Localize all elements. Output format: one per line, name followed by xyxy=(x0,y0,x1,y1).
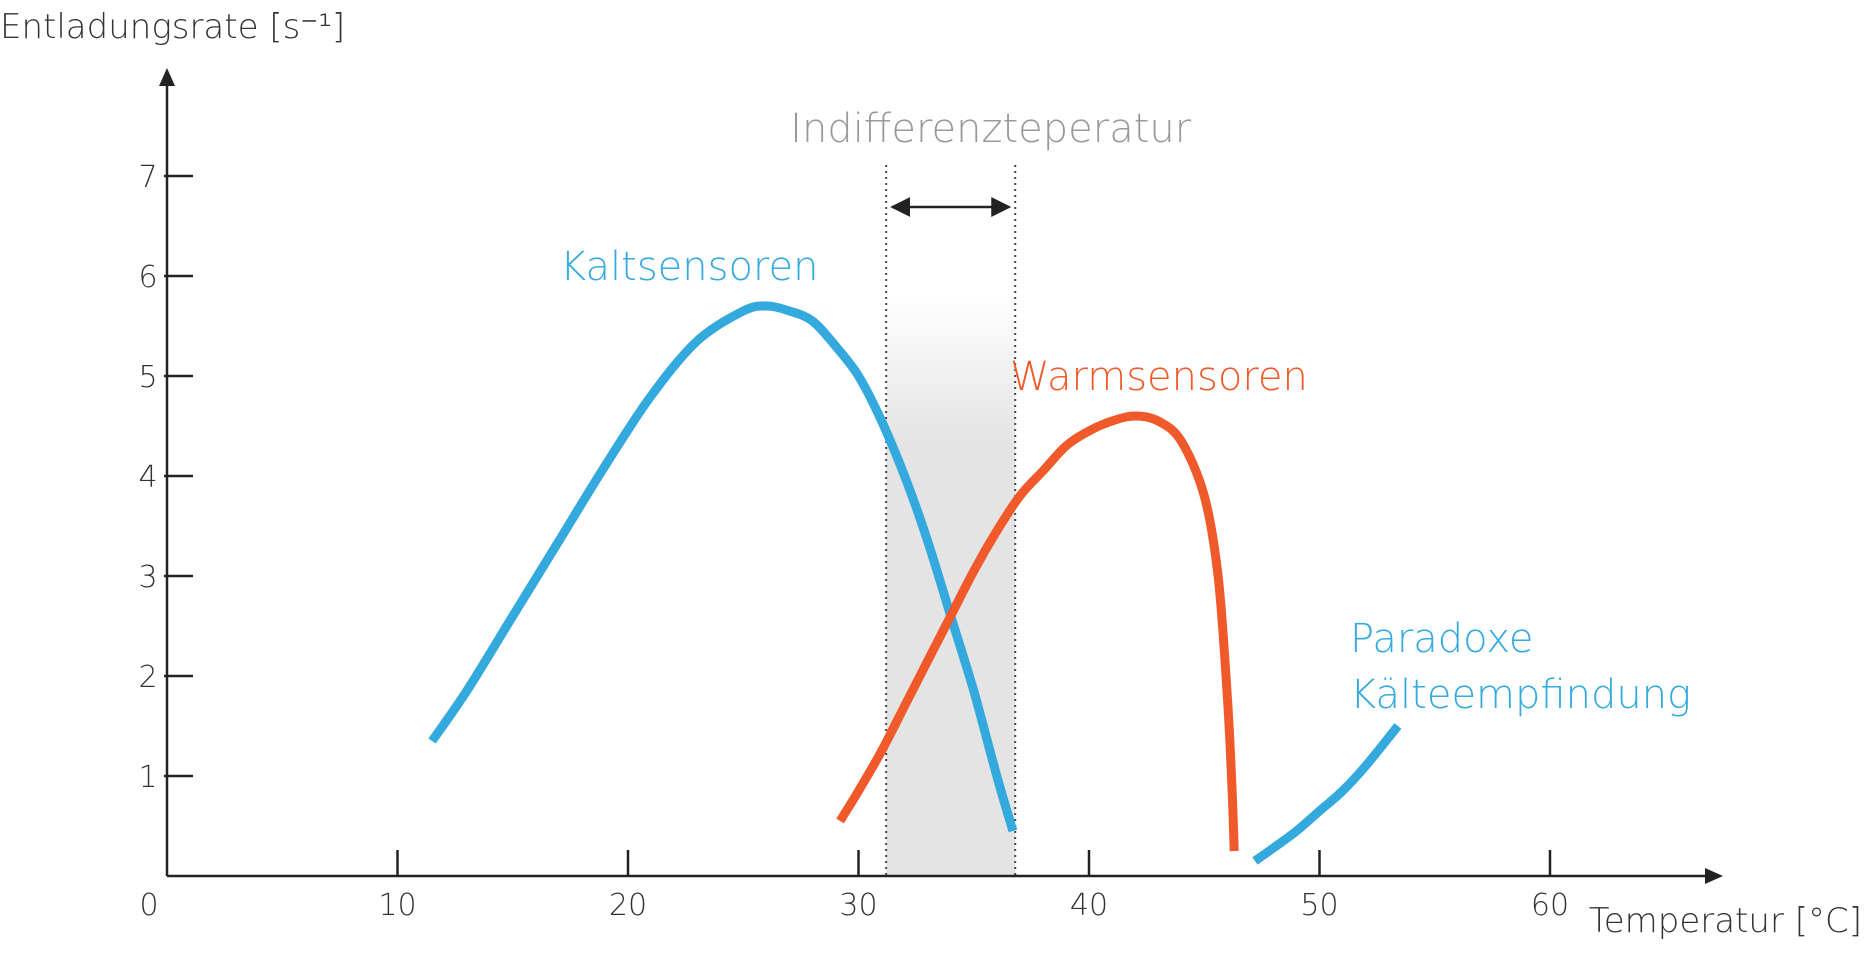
y-axis-title: Entladungsrate [s⁻¹] xyxy=(0,7,345,47)
series-line-paradoxe-kaelteempfindung xyxy=(1252,723,1402,865)
x-tick-label-60: 60 xyxy=(1531,888,1569,923)
series-label-kaltsensoren: Kaltsensoren xyxy=(560,244,818,290)
x-tick-label-50: 50 xyxy=(1300,888,1338,923)
series-label-warmsensoren: Warmsensoren xyxy=(1010,354,1308,400)
y-tick-label-4: 4 xyxy=(138,460,157,495)
y-tick-label-5: 5 xyxy=(138,360,157,395)
x-tick-label-40: 40 xyxy=(1070,888,1108,923)
x-axis-arrowhead xyxy=(1705,868,1723,884)
x-tick-label-10: 10 xyxy=(378,888,416,923)
series-label-paradoxe-line1: Paradoxe xyxy=(1350,616,1533,662)
x-tick-label-20: 20 xyxy=(609,888,647,923)
y-axis-arrowhead xyxy=(159,68,175,86)
x-ticks: 0 10 20 30 40 50 60 xyxy=(139,850,1569,923)
y-tick-label-1: 1 xyxy=(138,760,157,795)
indifference-zone-label: Indifferenzteperatur xyxy=(790,106,1192,152)
y-tick-label-7: 7 xyxy=(138,160,157,195)
y-ticks: 1 2 3 4 5 6 7 xyxy=(138,160,193,795)
series-label-paradoxe-line2: Kälteempfindung xyxy=(1350,672,1691,718)
series-line-warmsensoren xyxy=(836,411,1239,852)
x-tick-label-0: 0 xyxy=(139,888,158,923)
series-group xyxy=(428,301,1402,865)
y-tick-label-3: 3 xyxy=(138,560,157,595)
y-tick-label-2: 2 xyxy=(138,660,157,695)
y-tick-label-6: 6 xyxy=(138,260,157,295)
x-tick-label-30: 30 xyxy=(839,888,877,923)
x-axis-title: Temperatur [°C] xyxy=(1589,901,1862,941)
